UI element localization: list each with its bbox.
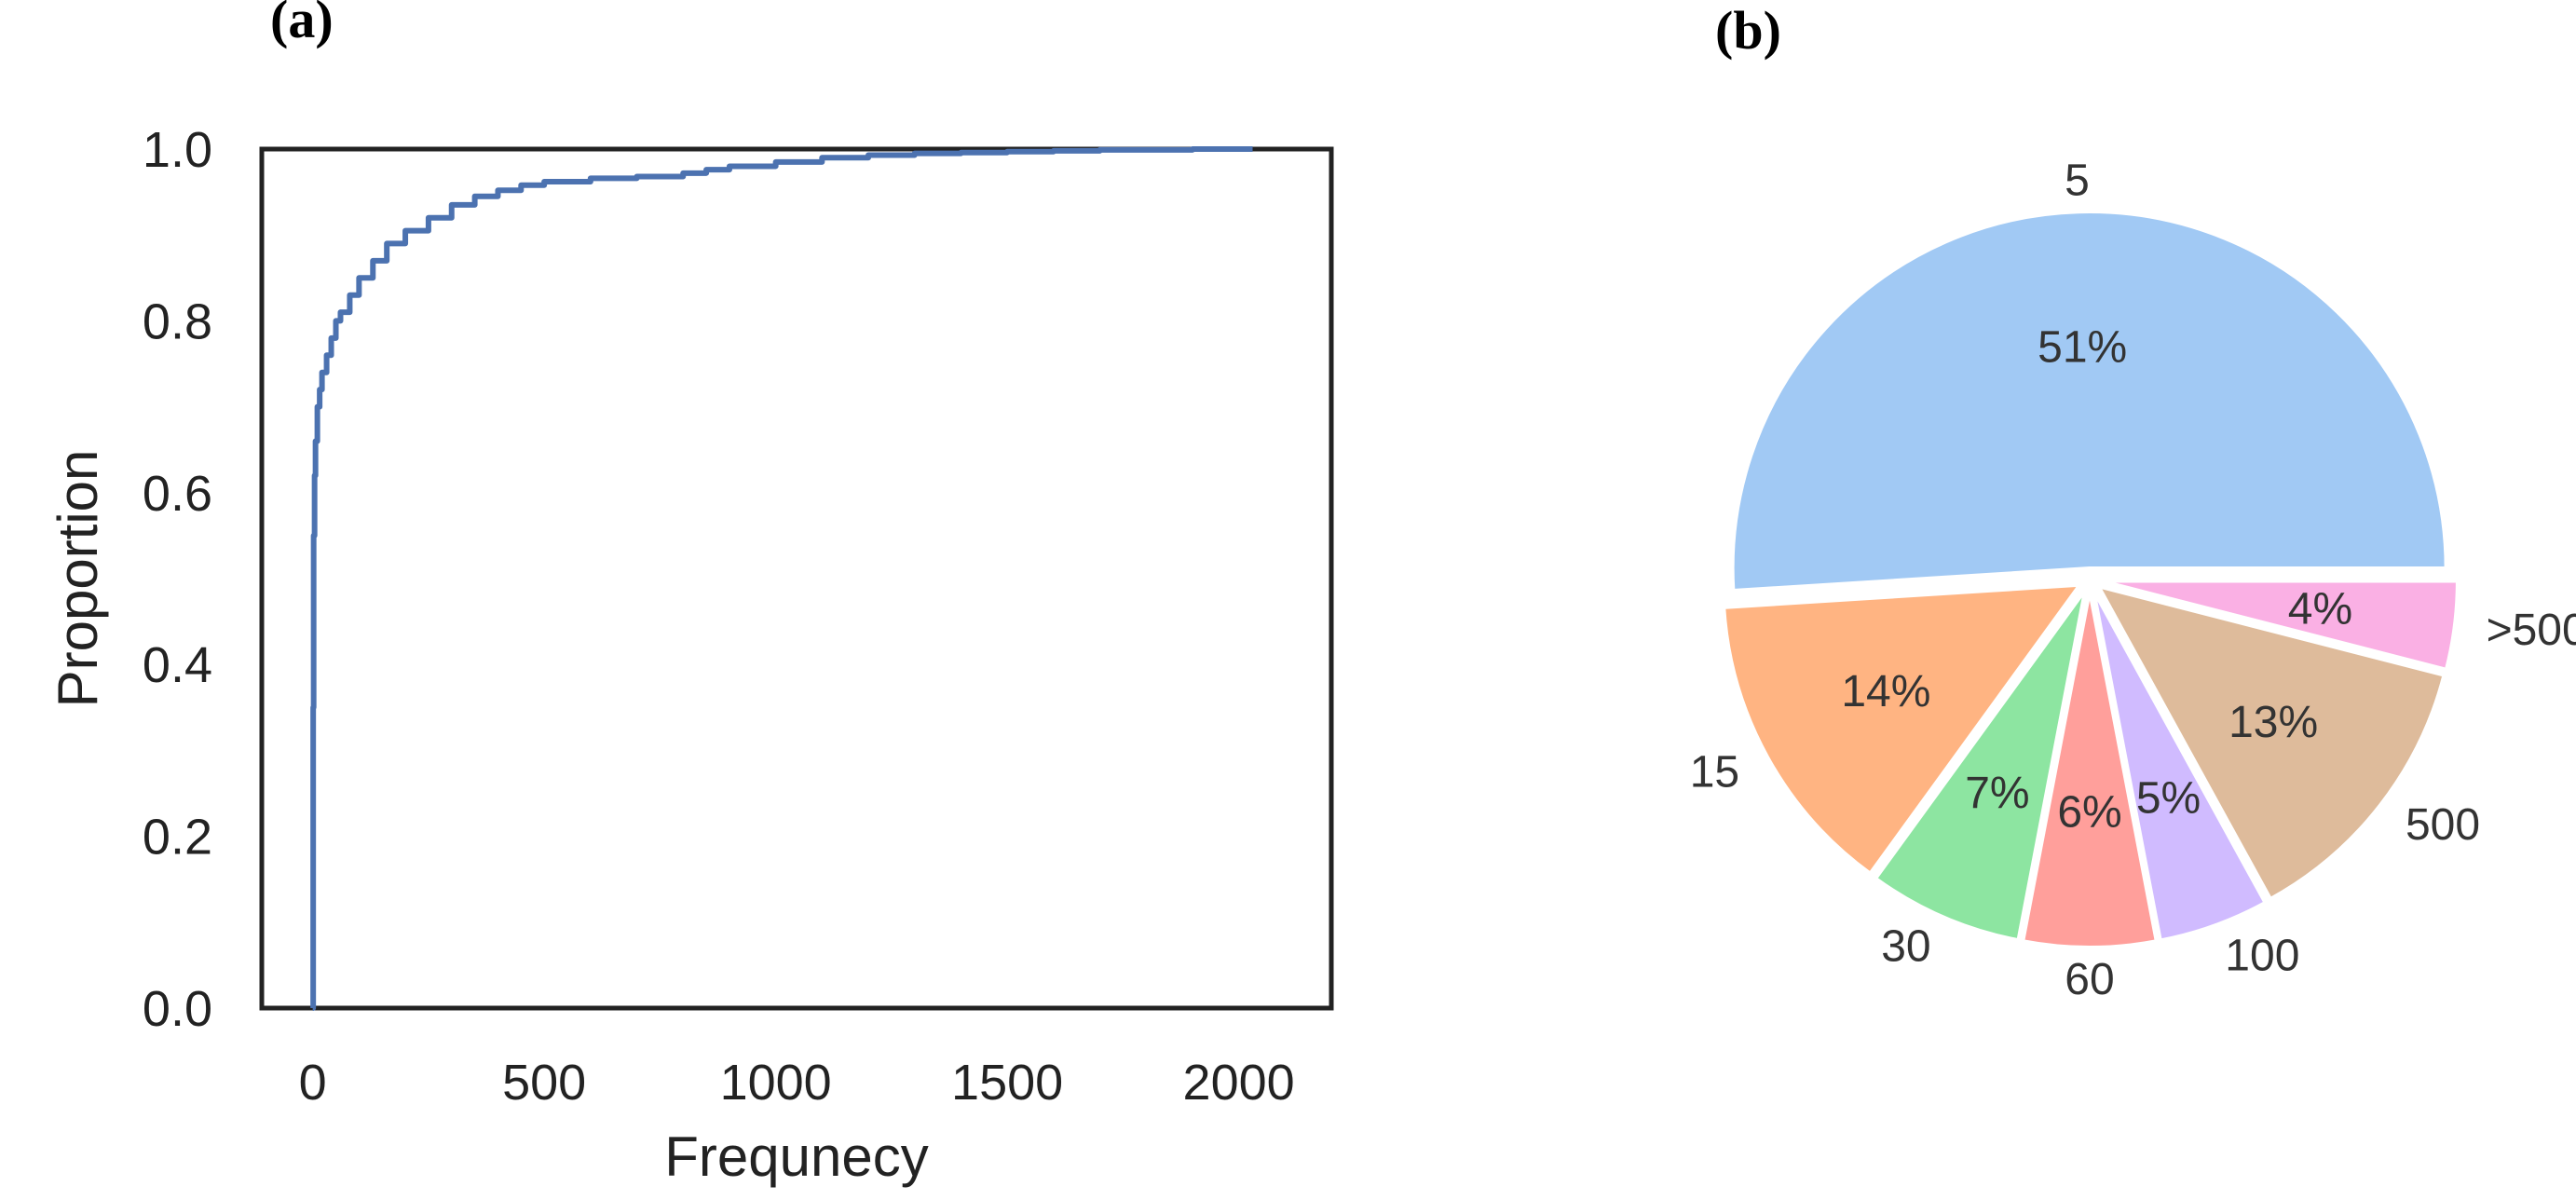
pie-pct-label: 13% xyxy=(2228,698,2318,747)
x-tick-label: 2000 xyxy=(1183,1055,1295,1111)
x-tick-label: 0 xyxy=(299,1055,327,1111)
y-tick-label: 0.0 xyxy=(143,981,212,1037)
pie-pct-label: 4% xyxy=(2288,584,2352,634)
pie-pct-label: 6% xyxy=(2057,787,2121,837)
ecdf-plot-frame xyxy=(259,146,1334,1011)
x-tick-label: 1000 xyxy=(720,1055,832,1111)
pie-pct-label: 7% xyxy=(1965,769,2029,818)
pie-pct-label: 5% xyxy=(2136,774,2201,824)
pie-category-label: 100 xyxy=(2225,932,2299,981)
ecdf-line xyxy=(310,146,1253,1011)
pie-category-label: >500 xyxy=(2487,606,2576,655)
pie-slice xyxy=(2094,583,2447,902)
panel-a-label: (a) xyxy=(270,0,334,49)
pie-category-label: 60 xyxy=(2065,955,2114,1004)
pie-slice xyxy=(1730,209,2448,593)
pie-category-label: 30 xyxy=(1881,922,1930,972)
pie-chart: 51% 5 14% 15 7% 30 6% 60 5% 100 13% 500 4% >500 xyxy=(1690,156,2576,1004)
pie-pct-label: 14% xyxy=(1841,667,1930,716)
pie-slice xyxy=(1722,582,2084,877)
pie-slice xyxy=(2092,589,2269,943)
y-axis-title: Proportion xyxy=(47,450,109,708)
ecdf-series xyxy=(310,146,1253,1011)
pie-pct-label: 51% xyxy=(2038,323,2127,373)
pie-slice xyxy=(2020,590,2160,949)
pie-category-label: 500 xyxy=(2406,800,2480,850)
y-tick-labels: 0.0 0.2 0.4 0.6 0.8 1.0 xyxy=(143,122,212,1037)
x-tick-labels: 0 500 1000 1500 2000 xyxy=(299,1055,1295,1111)
pie-slice xyxy=(2100,579,2460,673)
y-tick-label: 1.0 xyxy=(143,122,212,178)
x-tick-label: 500 xyxy=(502,1055,586,1111)
pie-slice xyxy=(1873,588,2088,943)
pie-category-label: 5 xyxy=(2065,156,2090,205)
pie-category-label: 15 xyxy=(1690,748,1739,798)
y-tick-label: 0.8 xyxy=(143,293,212,349)
ecdf-chart: 0.0 0.2 0.4 0.6 0.8 1.0 0 500 1000 1500 2000 Freq… xyxy=(47,122,1334,1188)
y-tick-label: 0.4 xyxy=(143,637,212,693)
x-axis-title: Frequnecy xyxy=(664,1125,928,1188)
y-tick-label: 0.2 xyxy=(143,810,212,866)
x-tick-label: 1500 xyxy=(951,1055,1063,1111)
panel-b-label: (b) xyxy=(1715,0,1781,61)
y-tick-label: 0.6 xyxy=(143,466,212,522)
